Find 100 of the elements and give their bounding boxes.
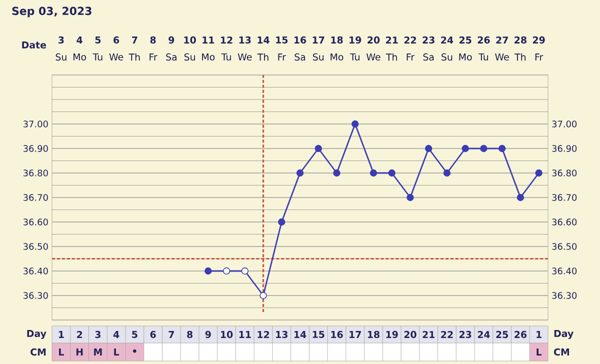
- y2-tick-label: 36.40: [552, 268, 577, 274]
- text: M: [94, 348, 102, 356]
- text: CM: [554, 348, 570, 356]
- y-tick-label: 36.90: [24, 145, 48, 152]
- chart-title: Sep 03, 2023: [12, 6, 92, 18]
- text: Su: [442, 53, 452, 61]
- x-tick-label: 6: [114, 36, 120, 44]
- text: CM: [30, 348, 46, 356]
- point: [204, 267, 212, 275]
- text: 25: [496, 330, 508, 338]
- x-tick-label: 14: [258, 36, 270, 44]
- text: We: [238, 53, 252, 61]
- x-tick-label: 27: [496, 36, 508, 44]
- text: We: [495, 53, 509, 61]
- x-tick-label: 3: [58, 36, 64, 44]
- text: Su: [56, 53, 66, 61]
- text: 6: [150, 330, 156, 338]
- text: Tu: [478, 53, 488, 61]
- text: 20: [404, 330, 416, 338]
- text: •: [133, 349, 136, 353]
- x-tick-label: 28: [514, 36, 526, 44]
- text: 18: [368, 330, 380, 338]
- x-tick-label: 11: [202, 36, 214, 44]
- x-tick-label: 7: [132, 36, 138, 44]
- point: [370, 169, 378, 177]
- text: Mo: [330, 53, 344, 61]
- text: 7: [168, 331, 174, 338]
- y2-tick-label: 36.30: [552, 292, 577, 299]
- y-tick-label: 36.80: [24, 170, 48, 176]
- text: Th: [128, 53, 140, 61]
- point: [462, 144, 469, 152]
- y2-tick-label: 36.90: [552, 145, 577, 152]
- text: 9: [205, 330, 211, 338]
- text: Sa: [423, 53, 434, 61]
- point: [296, 169, 304, 177]
- y-tick-label: 36.50: [24, 243, 48, 250]
- text: 26: [514, 330, 527, 338]
- point: [443, 169, 451, 177]
- text: 21: [422, 330, 435, 338]
- text: 5: [132, 330, 138, 338]
- point: [425, 144, 432, 152]
- x-tick-label: 20: [368, 36, 380, 44]
- x-tick-label: 13: [239, 36, 251, 44]
- x-tick-label: 12: [221, 36, 232, 44]
- text: L: [536, 348, 542, 356]
- point: [388, 169, 396, 177]
- x-tick-label: 8: [150, 36, 156, 44]
- x-tick-label: 24: [441, 36, 454, 44]
- x-tick-label: 10: [184, 36, 196, 44]
- text: Su: [184, 53, 195, 61]
- text: 13: [276, 330, 288, 338]
- text: Fr: [535, 54, 544, 60]
- text: Sa: [166, 53, 176, 61]
- text: 3: [95, 330, 100, 338]
- text: Day: [554, 330, 574, 339]
- text: Date: [22, 41, 46, 49]
- text: 10: [221, 330, 233, 338]
- point: [241, 267, 248, 275]
- x-tick-label: 16: [294, 36, 306, 44]
- point: [535, 169, 542, 177]
- point: [406, 194, 414, 202]
- text: We: [366, 53, 380, 61]
- text: 1: [58, 331, 64, 338]
- point: [516, 194, 524, 202]
- text: Day: [27, 330, 46, 339]
- x-tick-label: 26: [478, 36, 490, 44]
- text: 19: [386, 330, 398, 338]
- text: Th: [386, 53, 397, 61]
- x-tick-label: 18: [331, 36, 343, 44]
- text: 11: [239, 331, 251, 338]
- text: 2: [77, 330, 82, 338]
- text: L: [114, 348, 120, 356]
- y-tick-label: 36.60: [24, 218, 48, 226]
- x-tick-label: 23: [422, 36, 434, 44]
- y2-tick-label: 36.60: [552, 218, 577, 226]
- text: We: [109, 53, 124, 61]
- text: Sa: [294, 53, 306, 61]
- point: [314, 144, 322, 152]
- text: Tu: [92, 53, 102, 61]
- text: 14: [294, 331, 306, 338]
- y2-tick-label: 36.80: [552, 170, 577, 176]
- x-tick-label: 22: [404, 36, 416, 44]
- text: Fr: [150, 54, 158, 60]
- y2-tick-label: 36.70: [552, 194, 577, 201]
- text: 22: [441, 330, 453, 338]
- x-tick-label: 5: [95, 36, 101, 44]
- text: Mo: [74, 53, 86, 61]
- y2-tick-label: 37.00: [552, 120, 577, 128]
- point: [480, 144, 488, 152]
- text: Th: [257, 53, 268, 61]
- text: Mo: [202, 53, 215, 61]
- x-tick-label: 17: [312, 36, 324, 44]
- y-tick-label: 37.00: [24, 120, 48, 128]
- text: L: [59, 348, 64, 356]
- text: 17: [350, 331, 361, 338]
- text: 12: [258, 330, 270, 338]
- x-tick-label: 19: [350, 36, 362, 44]
- point: [498, 144, 506, 152]
- text: 16: [331, 330, 343, 338]
- text: Tu: [221, 53, 231, 61]
